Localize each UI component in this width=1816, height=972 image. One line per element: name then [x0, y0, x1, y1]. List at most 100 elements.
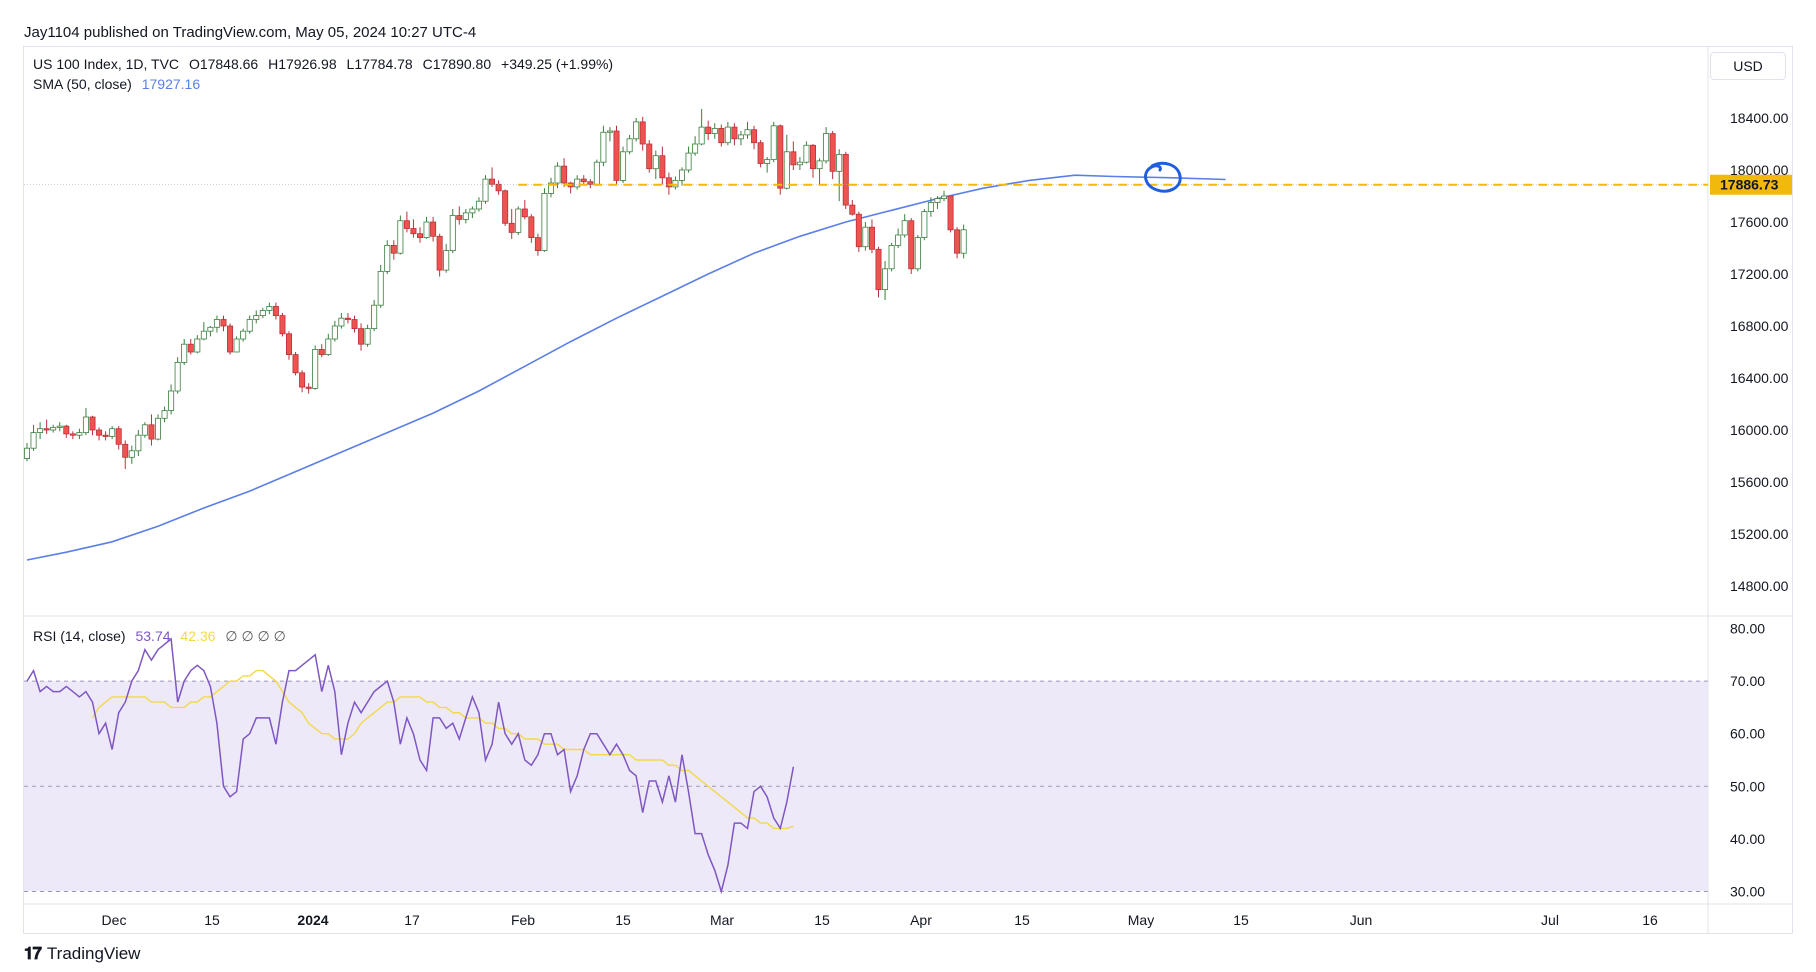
rsi-band: [24, 680, 1708, 892]
candle-body: [449, 215, 456, 251]
candle-body: [633, 121, 640, 140]
candle-body: [921, 211, 928, 239]
candle-body: [882, 268, 889, 290]
price-tick-label: 14800.00: [1730, 578, 1789, 594]
change-value: +349.25 (+1.99%): [501, 56, 614, 72]
rsi-tick-label: 50.00: [1730, 778, 1765, 794]
rsi-label: RSI (14, close): [33, 628, 126, 644]
candle-body: [154, 417, 161, 440]
candle-body: [580, 178, 587, 183]
rsi-ma-value: 42.36: [180, 628, 216, 644]
rsi-legend: RSI (14, close) 53.74 42.36 ∅ ∅ ∅ ∅: [33, 628, 292, 645]
price-tick-label: 15600.00: [1730, 474, 1789, 490]
sma-value: 17927.16: [141, 76, 201, 92]
candle-body: [43, 428, 50, 431]
candle-body: [757, 142, 764, 164]
rsi-tick-label: 60.00: [1730, 726, 1765, 742]
price-tick-label: 16800.00: [1730, 318, 1789, 334]
candle-body: [620, 151, 627, 181]
candle-body: [764, 159, 771, 164]
time-tick-label: 16: [1642, 912, 1658, 928]
price-tick-label: 16000.00: [1730, 422, 1789, 438]
candle-body: [482, 178, 489, 202]
candle-body: [502, 190, 509, 224]
symbol-label: US 100 Index, 1D, TVC: [33, 56, 180, 72]
candle-body: [816, 160, 823, 170]
candle-body: [135, 434, 142, 452]
candle-body: [436, 235, 443, 271]
price-tick-label: 17600.00: [1730, 214, 1789, 230]
time-tick-label: Feb: [511, 912, 535, 928]
candle-body: [194, 338, 201, 353]
candle-body: [63, 425, 70, 435]
candle-body: [737, 134, 744, 140]
candle-body: [50, 426, 57, 431]
candle-body: [168, 390, 175, 411]
candle-body: [344, 317, 351, 320]
sma-label: SMA (50, close): [33, 76, 132, 92]
chart-frame: [23, 46, 1793, 934]
candle-body: [606, 130, 613, 133]
main-legend: US 100 Index, 1D, TVC O17848.66 H17926.9…: [33, 56, 619, 72]
hand-drawn-circle: [1144, 161, 1182, 193]
candle-body: [901, 220, 908, 236]
candle-body: [220, 319, 227, 327]
brand-name: TradingView: [46, 944, 141, 963]
rsi-series-line: [26, 637, 795, 895]
candle-body: [89, 416, 96, 431]
candle-body: [443, 250, 450, 271]
sma-line: [26, 174, 1226, 561]
low-value: L17784.78: [346, 56, 413, 72]
candle-body: [397, 220, 404, 254]
candle-body: [849, 204, 856, 215]
candle-body: [364, 328, 371, 345]
price-axis: 14800.00 15200.00 15600.00 16000.00 16400.00…: [1730, 110, 1789, 594]
rsi-tick-label: 70.00: [1730, 673, 1765, 689]
candle-body: [541, 192, 548, 251]
candle-body: [724, 126, 731, 144]
candle-body: [69, 433, 76, 436]
rsi-ma-series-line: [91, 669, 794, 830]
candle-body: [934, 198, 941, 203]
candle-body: [384, 244, 391, 272]
rsi-tick-label: 80.00: [1730, 621, 1765, 637]
candle-body: [253, 315, 260, 320]
candle-body: [305, 386, 312, 389]
candle-body: [639, 121, 646, 145]
candle-body: [842, 153, 849, 206]
candle-body: [115, 428, 122, 445]
time-tick-label: 15: [814, 912, 830, 928]
candle-body: [777, 125, 784, 189]
candle-body: [338, 317, 345, 327]
currency-button[interactable]: USD: [1710, 52, 1786, 80]
candle-body: [76, 432, 83, 436]
price-tick-label: 18000.00: [1730, 162, 1789, 178]
candle-body: [272, 306, 279, 317]
candle-body: [823, 133, 830, 162]
candle-body: [128, 450, 135, 458]
candle-body: [462, 212, 469, 220]
candle-body: [679, 169, 686, 181]
rsi-tick-label: 40.00: [1730, 831, 1765, 847]
candle-body: [299, 372, 306, 388]
price-level-line: 17886.73: [24, 174, 1792, 195]
time-tick-label: Apr: [910, 912, 932, 928]
candle-body: [613, 130, 620, 181]
rsi-extra-values: ∅ ∅ ∅ ∅: [225, 628, 286, 644]
candle-body: [331, 325, 338, 340]
candle-body: [587, 181, 594, 185]
candle-body: [82, 416, 89, 433]
candle-body: [665, 177, 672, 188]
candle-body: [240, 330, 247, 340]
candle-body: [941, 195, 948, 199]
candle-body: [731, 126, 738, 140]
candle-body: [744, 129, 751, 136]
candle-body: [318, 348, 325, 355]
candle-body: [534, 237, 541, 252]
candle-body: [868, 226, 875, 250]
candle-body: [292, 354, 299, 374]
candle-body: [862, 226, 869, 248]
price-label-tag: [1710, 174, 1792, 195]
tradingview-logo-icon: 𝟏𝟕: [24, 944, 42, 963]
